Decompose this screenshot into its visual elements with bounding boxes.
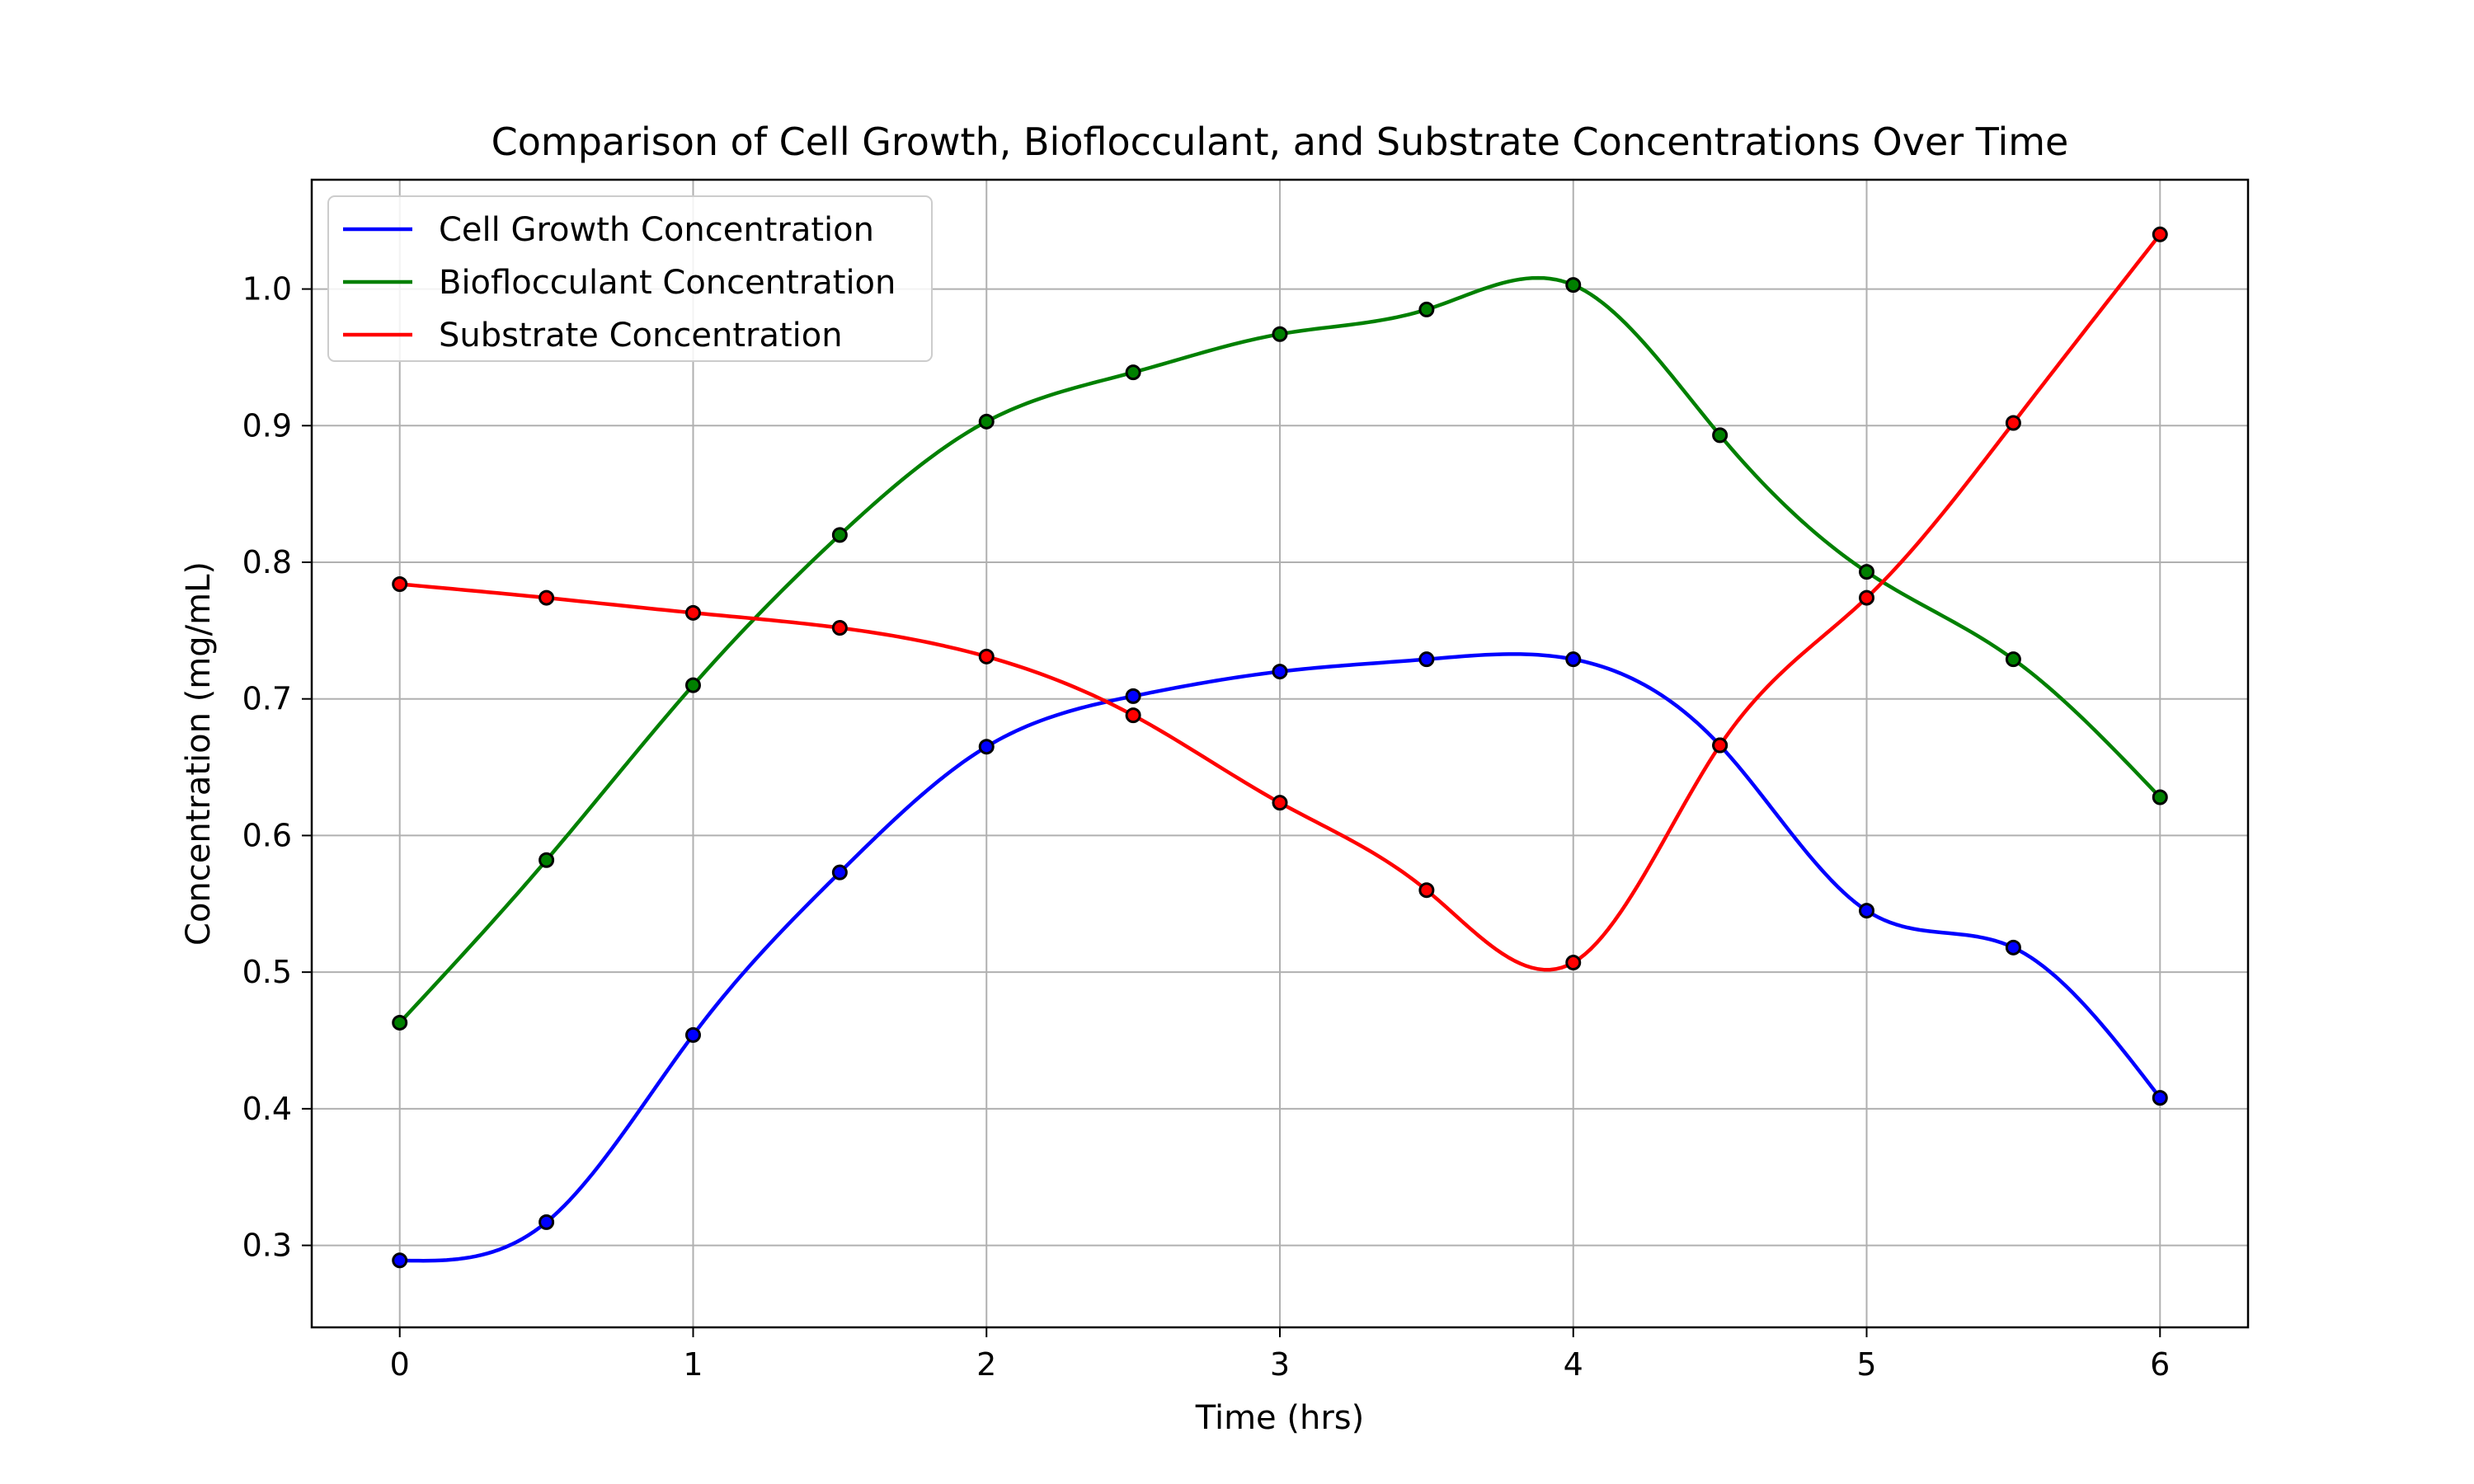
data-point	[978, 648, 995, 665]
legend: Cell Growth Concentration Bioflocculant C…	[327, 195, 933, 362]
data-point	[1418, 882, 1435, 899]
y-tick-label: 0.9	[242, 407, 292, 444]
chart-title: Comparison of Cell Growth, Bioflocculant…	[492, 120, 2069, 164]
data-point	[831, 620, 848, 636]
y-tick-label: 0.8	[242, 544, 292, 580]
data-point	[1859, 903, 1875, 919]
data-point	[392, 1014, 408, 1031]
legend-label: Bioflocculant Concentration	[439, 264, 896, 302]
x-tick-label: 3	[1270, 1346, 1290, 1383]
y-axis-label: Concentration (mg/mL)	[180, 561, 218, 946]
data-point	[1272, 664, 1288, 680]
data-point	[539, 852, 555, 868]
data-point	[1418, 301, 1435, 317]
data-point	[392, 1252, 408, 1269]
data-point	[2005, 939, 2021, 956]
x-tick-label: 4	[1564, 1346, 1583, 1383]
data-point	[1859, 589, 1875, 606]
grid	[312, 180, 2248, 1327]
x-tick-label: 2	[976, 1346, 996, 1383]
data-point	[684, 1026, 701, 1043]
data-point	[831, 527, 848, 543]
y-tick-label: 0.5	[242, 954, 292, 990]
data-point	[2152, 1090, 2168, 1106]
y-tick-label: 0.6	[242, 817, 292, 853]
data-point	[1125, 707, 1141, 724]
data-point	[831, 864, 848, 881]
y-tick-label: 0.4	[242, 1091, 292, 1127]
x-axis-label: Time (hrs)	[1195, 1399, 1364, 1437]
x-tick-label: 0	[390, 1346, 410, 1383]
data-point	[978, 413, 995, 430]
legend-label: Substrate Concentration	[439, 317, 843, 355]
data-point	[684, 677, 701, 693]
data-point	[1272, 795, 1288, 811]
data-point	[1418, 651, 1435, 668]
data-point	[1712, 427, 1729, 444]
data-point	[684, 604, 701, 621]
axis-ticks: 0 1 2 3 4 5 6 0.3 0.4 0.5 0.6 0.7 0.8 0.9 1.0	[242, 271, 2171, 1383]
data-point	[1125, 364, 1141, 381]
data-point	[539, 589, 555, 606]
data-point	[978, 739, 995, 755]
x-tick-label: 5	[1856, 1346, 1876, 1383]
data-point	[1125, 688, 1141, 704]
data-markers	[392, 226, 2168, 1269]
data-point	[539, 1214, 555, 1230]
legend-box	[327, 195, 933, 362]
x-tick-label: 1	[683, 1346, 703, 1383]
data-point	[1565, 651, 1582, 668]
data-point	[2005, 651, 2021, 668]
y-tick-label: 0.3	[242, 1228, 292, 1264]
data-point	[2005, 415, 2021, 431]
data-point	[2152, 789, 2168, 805]
data-point	[1712, 737, 1729, 754]
data-point	[1565, 955, 1582, 971]
x-tick-label: 6	[2150, 1346, 2170, 1383]
data-point	[2152, 226, 2168, 242]
y-tick-label: 0.7	[242, 681, 292, 717]
data-point	[1565, 277, 1582, 294]
y-tick-label: 1.0	[242, 271, 292, 308]
legend-label: Cell Growth Concentration	[439, 211, 874, 249]
data-point	[392, 576, 408, 593]
data-point	[1272, 326, 1288, 342]
data-point	[1859, 564, 1875, 580]
